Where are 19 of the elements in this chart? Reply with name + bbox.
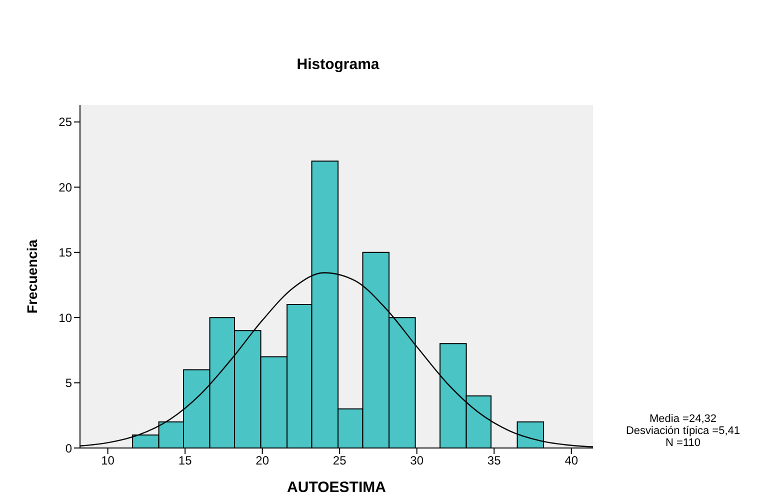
x-tick-label: 25 bbox=[332, 454, 347, 468]
x-tick-label: 30 bbox=[410, 454, 424, 468]
y-tick-label: 25 bbox=[58, 115, 72, 130]
y-tick-label: 20 bbox=[58, 180, 72, 194]
x-tick-label: 35 bbox=[487, 454, 502, 468]
x-tick-label: 20 bbox=[256, 454, 270, 468]
x-axis-title: AUTOESTIMA bbox=[287, 479, 386, 496]
y-tick-label: 0 bbox=[65, 441, 72, 456]
y-tick-label: 15 bbox=[58, 246, 72, 260]
x-tick-label: 15 bbox=[178, 454, 192, 468]
text: Media =24,32 bbox=[648, 413, 718, 425]
chart-title: Histograma bbox=[296, 56, 380, 73]
y-tick-label: 10 bbox=[58, 310, 72, 325]
x-tick-label: 40 bbox=[564, 454, 578, 468]
y-tick-label: 5 bbox=[65, 376, 72, 390]
x-tick-label: 10 bbox=[101, 454, 115, 468]
y-axis-title: Frecuencia bbox=[24, 239, 40, 314]
text: N =110 bbox=[664, 437, 702, 449]
text: Desviación típica =5,41 bbox=[624, 425, 742, 437]
